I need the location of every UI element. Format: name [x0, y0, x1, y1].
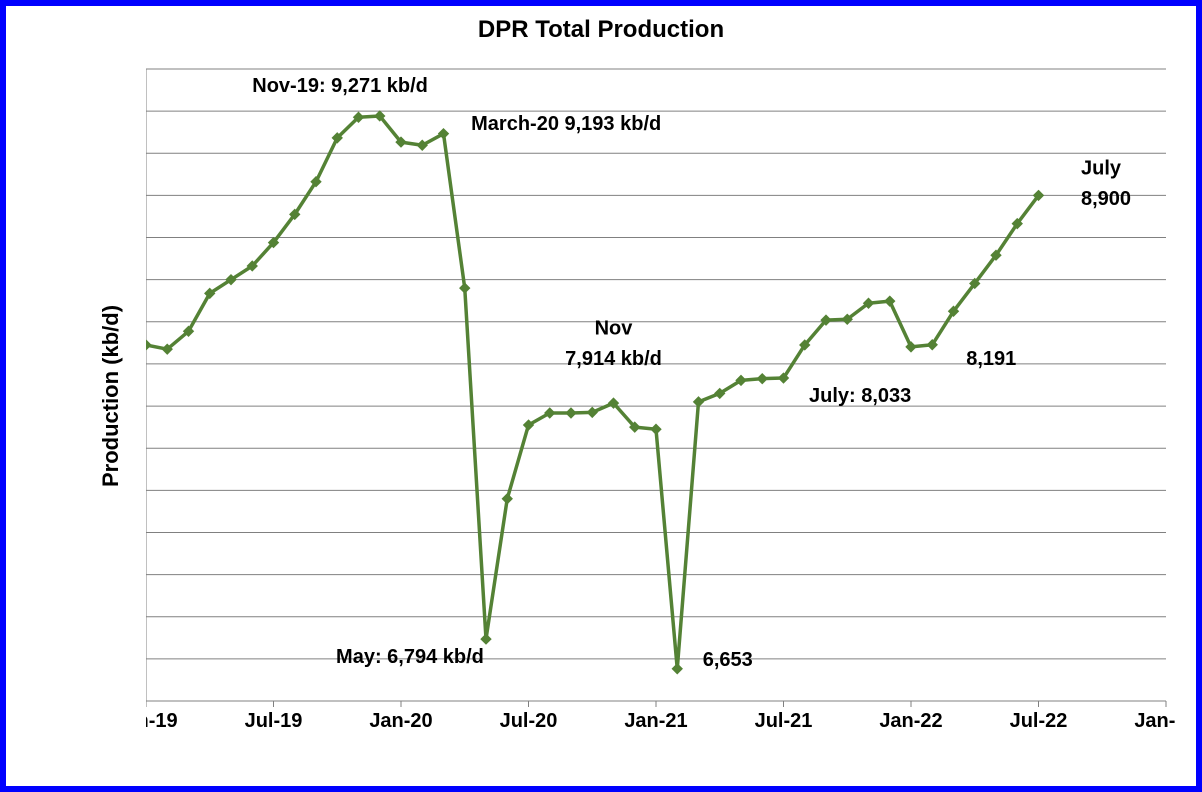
svg-text:Nov-19: 9,271 kb/d: Nov-19: 9,271 kb/d	[252, 75, 428, 97]
svg-text:Jul-19: Jul-19	[245, 710, 303, 732]
y-axis-label: Production (kb/d)	[98, 305, 124, 487]
svg-text:July: 8,033: July: 8,033	[809, 385, 911, 407]
svg-text:Jul-20: Jul-20	[500, 710, 558, 732]
plot-area: 6,5006,7006,9007,1007,3007,5007,7007,900…	[146, 61, 1176, 736]
svg-text:Jan-19: Jan-19	[146, 710, 178, 732]
svg-text:Jan-20: Jan-20	[369, 710, 432, 732]
svg-text:6,653: 6,653	[703, 649, 753, 671]
svg-text:Nov: Nov	[595, 317, 634, 339]
svg-text:8,191: 8,191	[966, 348, 1016, 370]
chart-container: DPR Total Production Production (kb/d) 6…	[0, 0, 1202, 792]
svg-text:Jan-21: Jan-21	[624, 710, 687, 732]
svg-text:Jan-23: Jan-23	[1134, 710, 1176, 732]
svg-text:7,914 kb/d: 7,914 kb/d	[565, 348, 662, 370]
svg-text:Jan-22: Jan-22	[879, 710, 942, 732]
svg-text:Jul-22: Jul-22	[1010, 710, 1068, 732]
chart-title: DPR Total Production	[6, 16, 1196, 44]
svg-text:8,900: 8,900	[1081, 188, 1131, 210]
svg-text:July: July	[1081, 157, 1122, 179]
svg-text:Jul-21: Jul-21	[755, 710, 813, 732]
chart-svg: 6,5006,7006,9007,1007,3007,5007,7007,900…	[146, 61, 1176, 736]
svg-text:May: 6,794 kb/d: May: 6,794 kb/d	[336, 646, 484, 668]
svg-text:March-20 9,193 kb/d: March-20 9,193 kb/d	[471, 113, 661, 135]
